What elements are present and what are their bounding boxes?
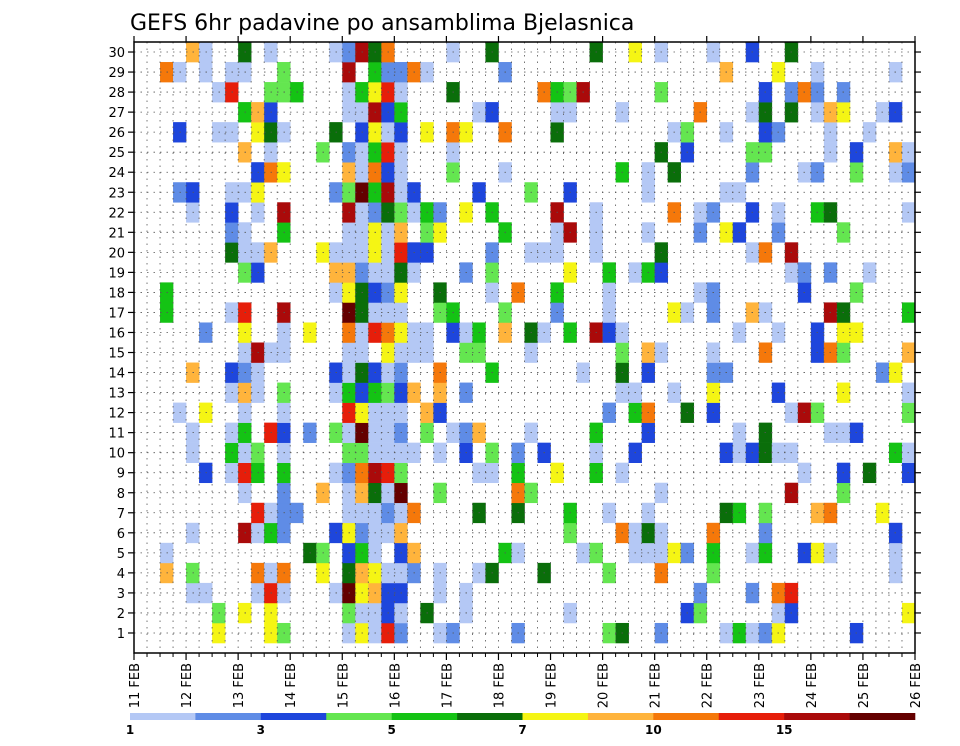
legend-swatch [391, 713, 458, 720]
x-tick-label: 25 FEB [857, 663, 872, 708]
x-tick-label: 21 FEB [649, 663, 664, 708]
y-tick-label: 29 [108, 66, 125, 81]
legend-swatch [195, 713, 262, 720]
x-tick-label: 17 FEB [440, 663, 455, 708]
y-tick-label: 30 [108, 46, 125, 61]
y-tick-label: 4 [117, 567, 125, 582]
y-tick-label: 1 [117, 627, 125, 642]
legend-label: 7 [518, 723, 526, 737]
y-tick-label: 25 [108, 146, 125, 161]
x-tick-label: 18 FEB [492, 663, 507, 708]
y-tick-label: 17 [108, 306, 125, 321]
y-tick-label: 27 [108, 106, 125, 121]
y-tick-label: 10 [108, 447, 125, 462]
x-tick-label: 13 FEB [232, 663, 247, 708]
y-tick-label: 24 [108, 166, 125, 181]
legend-swatch [784, 713, 850, 720]
y-tick-label: 20 [108, 246, 125, 261]
x-tick-label: 12 FEB [180, 663, 195, 708]
y-tick-label: 15 [108, 347, 125, 362]
y-tick-label: 6 [117, 527, 125, 542]
y-tick-label: 3 [117, 587, 125, 602]
y-tick-label: 28 [108, 86, 125, 101]
legend-swatch [653, 713, 720, 720]
x-tick-label: 26 FEB [909, 663, 924, 708]
y-tick-label: 14 [108, 367, 125, 382]
y-axis: 1234567891011121314151617181920212223242… [108, 46, 921, 642]
legend-swatch [326, 713, 392, 720]
color-legend: 1 3 5 7 10 15 [126, 713, 916, 737]
x-axis: 11 FEB 12 FEB 13 FEB 14 FEB 15 FEB 16 FEB 17 F… [128, 36, 924, 708]
x-tick-label: 24 FEB [805, 663, 820, 708]
legend-swatch [522, 713, 589, 720]
y-tick-label: 22 [108, 206, 125, 221]
x-tick-label: 22 FEB [701, 663, 716, 708]
y-tick-label: 9 [117, 467, 125, 482]
legend-label: 10 [645, 723, 662, 737]
legend-swatch [457, 713, 523, 720]
y-tick-label: 5 [117, 547, 125, 562]
legend-swatch [260, 713, 327, 720]
y-tick-label: 8 [117, 487, 125, 502]
y-tick-label: 2 [117, 607, 125, 622]
y-tick-label: 12 [108, 407, 125, 422]
x-tick-label: 16 FEB [388, 663, 403, 708]
legend-swatch [130, 713, 196, 720]
y-tick-label: 23 [108, 186, 125, 201]
legend-label: 15 [776, 723, 793, 737]
x-tick-label: 15 FEB [336, 663, 351, 708]
x-tick-label: 11 FEB [128, 663, 143, 708]
legend-label: 5 [387, 723, 395, 737]
legend-label: 1 [126, 723, 134, 737]
y-tick-label: 11 [108, 427, 125, 442]
x-tick-label: 19 FEB [545, 663, 560, 708]
legend-swatch [587, 713, 654, 720]
y-tick-label: 21 [108, 226, 125, 241]
y-tick-label: 7 [117, 507, 125, 522]
x-tick-label: 20 FEB [597, 663, 612, 708]
x-tick-label: 14 FEB [284, 663, 299, 708]
y-tick-label: 19 [108, 266, 125, 281]
grid-layer [133, 42, 916, 653]
legend-swatch [718, 713, 785, 720]
y-tick-label: 18 [108, 286, 125, 301]
y-tick-label: 13 [108, 387, 125, 402]
chart-title: GEFS 6hr padavine po ansamblima Bjelasni… [130, 11, 634, 36]
y-tick-label: 26 [108, 126, 125, 141]
legend-swatch [849, 713, 916, 720]
y-tick-label: 16 [108, 326, 125, 341]
x-tick-label: 23 FEB [753, 663, 768, 708]
legend-label: 3 [257, 723, 265, 737]
